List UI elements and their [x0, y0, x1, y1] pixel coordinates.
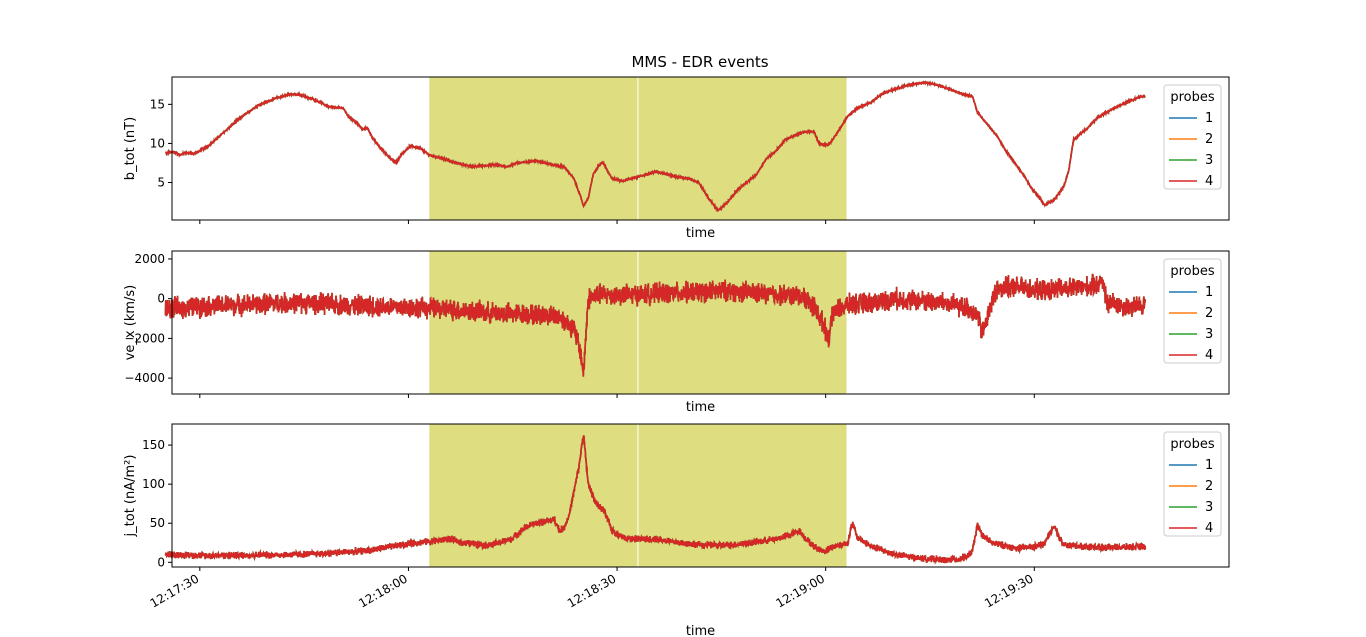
y-axis-label: b_tot (nT)	[123, 117, 138, 180]
y-tick-label: 10	[150, 136, 165, 150]
y-tick-label: 100	[142, 477, 165, 491]
y-tick-label: 5	[157, 175, 165, 189]
axes-frame	[171, 250, 1230, 395]
legend: probes 1 2 3 4	[1163, 84, 1222, 190]
legend-entry-label: 4	[1205, 174, 1213, 189]
legend: probes 1 2 3 4	[1163, 258, 1222, 364]
x-tick-label: 12:18:30	[565, 571, 619, 610]
y-tick-label: 2000	[134, 252, 165, 266]
legend-entry-label: 1	[1205, 458, 1213, 473]
legend-box	[1163, 84, 1222, 190]
legend: probes 1 2 3 4	[1163, 431, 1222, 537]
legend-entry-label: 2	[1205, 132, 1213, 147]
legend-entry-label: 1	[1205, 111, 1213, 126]
x-tick-label: 12:19:30	[982, 571, 1036, 610]
legend-entry-label: 4	[1205, 521, 1213, 536]
y-tick-label: −4000	[124, 371, 165, 385]
panel-j_tot: 0 50 100 150 12:17:30 12:18:00 12:18:30 12:19:0…	[123, 423, 1230, 637]
legend-entry-label: 2	[1205, 479, 1213, 494]
panel-b_tot: 5 10 15 time b_tot (nT) probes 1 2 3 4	[123, 76, 1230, 241]
x-axis-label: time	[686, 226, 715, 241]
legend-entry-label: 2	[1205, 306, 1213, 321]
axes-frame	[171, 76, 1230, 221]
legend-entry-label: 3	[1205, 500, 1213, 515]
y-tick-label: −2000	[124, 331, 165, 345]
legend-entry-label: 3	[1205, 153, 1213, 168]
y-axis-label: ve_x (km/s)	[123, 285, 138, 361]
panel-ve_x: −4000 −2000 0 2000 time ve_x (km/s) probes 1 2 3 4	[123, 250, 1230, 415]
series-probe-4-line	[164, 435, 1147, 565]
x-axis-label: time	[686, 624, 715, 637]
series-probe-4-line	[165, 80, 1146, 213]
y-tick-label: 150	[142, 438, 165, 452]
edr-event-span	[637, 251, 847, 394]
y-tick-label: 50	[150, 516, 165, 530]
legend-entry-label: 3	[1205, 327, 1213, 342]
edr-event-span	[637, 77, 847, 220]
legend-entry-label: 4	[1205, 348, 1213, 363]
legend-title: probes	[1170, 437, 1215, 452]
x-tick-label: 12:18:00	[356, 571, 410, 610]
legend-title: probes	[1170, 264, 1215, 279]
series-probe-4-line	[164, 273, 1147, 377]
legend-box	[1163, 258, 1222, 364]
axes-frame	[171, 423, 1230, 568]
legend-title: probes	[1170, 90, 1215, 105]
x-axis-label: time	[686, 400, 715, 415]
edr-event-span	[429, 77, 638, 220]
figure-title: MMS - EDR events	[631, 53, 768, 71]
y-axis-label: j_tot (nA/m²)	[123, 455, 138, 538]
legend-box	[1163, 431, 1222, 537]
y-tick-label: 0	[157, 292, 165, 306]
y-tick-label: 0	[157, 555, 165, 569]
y-tick-label: 15	[150, 97, 165, 111]
x-tick-label: 12:19:00	[773, 571, 827, 610]
legend-entry-label: 1	[1205, 285, 1213, 300]
x-tick-label: 12:17:30	[148, 571, 202, 610]
